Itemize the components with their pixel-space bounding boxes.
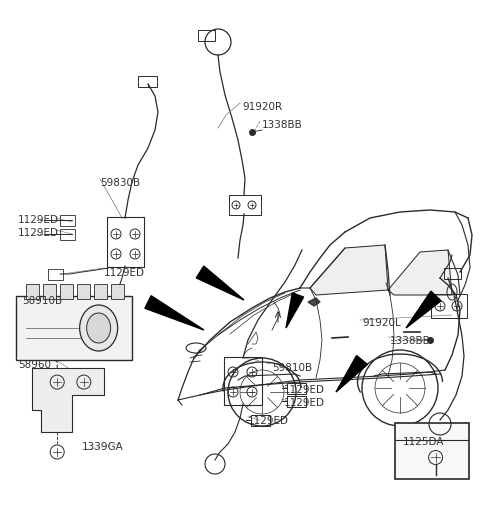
Text: 59810B: 59810B (272, 363, 312, 373)
Text: 1129ED: 1129ED (104, 268, 145, 278)
FancyBboxPatch shape (110, 283, 123, 298)
Text: 1338BB: 1338BB (262, 120, 303, 130)
Text: 59830B: 59830B (100, 178, 140, 188)
Ellipse shape (80, 305, 118, 351)
Text: 58910B: 58910B (22, 296, 62, 306)
Polygon shape (310, 245, 388, 295)
Text: 1129ED: 1129ED (284, 398, 325, 408)
Text: 1129ED: 1129ED (284, 385, 325, 395)
Polygon shape (286, 293, 304, 328)
Polygon shape (406, 291, 441, 328)
FancyBboxPatch shape (60, 283, 72, 298)
FancyBboxPatch shape (16, 296, 132, 360)
Text: 1125DA: 1125DA (403, 437, 444, 447)
FancyBboxPatch shape (43, 283, 56, 298)
Ellipse shape (86, 313, 110, 343)
Text: 58960: 58960 (18, 360, 51, 370)
Polygon shape (145, 296, 204, 330)
Polygon shape (196, 266, 244, 300)
Text: 1338BB: 1338BB (390, 336, 431, 346)
Polygon shape (308, 298, 320, 306)
FancyBboxPatch shape (76, 283, 89, 298)
FancyBboxPatch shape (395, 423, 469, 479)
Text: 1129ED: 1129ED (18, 228, 59, 238)
Text: 1339GA: 1339GA (82, 442, 124, 452)
Polygon shape (388, 250, 452, 295)
Text: 1129ED: 1129ED (248, 416, 289, 426)
FancyBboxPatch shape (25, 283, 38, 298)
Text: 91920L: 91920L (362, 318, 401, 328)
Text: 91920R: 91920R (242, 102, 282, 112)
Text: 1129ED: 1129ED (18, 215, 59, 225)
Polygon shape (336, 355, 367, 392)
Polygon shape (32, 368, 104, 432)
FancyBboxPatch shape (94, 283, 107, 298)
